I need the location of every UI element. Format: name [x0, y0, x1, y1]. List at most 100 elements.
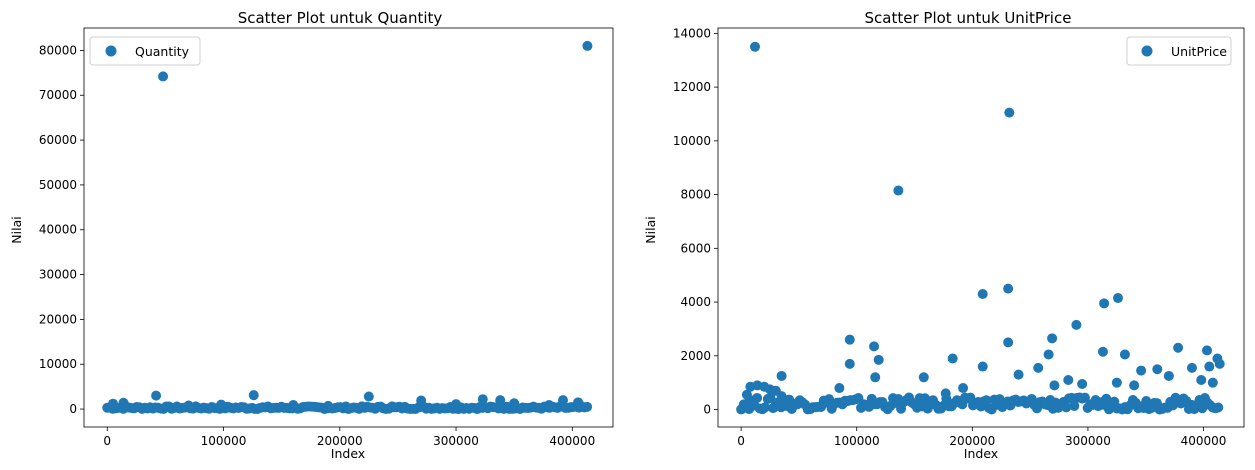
- y-tick-label: 10000: [39, 357, 77, 371]
- data-point: [940, 388, 951, 399]
- data-point: [509, 398, 520, 409]
- legend-frame: [1126, 36, 1232, 66]
- data-point: [1003, 283, 1014, 294]
- legend-frame: [89, 36, 201, 66]
- y-tick-label: 6000: [680, 241, 711, 255]
- x-tick-label: 200000: [317, 434, 363, 448]
- y-axis-label: Nilai: [9, 216, 24, 243]
- data-point: [776, 391, 787, 402]
- data-point: [947, 353, 958, 364]
- data-point: [977, 361, 988, 372]
- data-point: [477, 394, 488, 405]
- y-tick-label: 70000: [39, 88, 77, 102]
- data-point: [1214, 358, 1225, 369]
- y-tick-label: 0: [703, 403, 711, 417]
- data-point: [1061, 402, 1072, 413]
- data-point: [558, 395, 569, 406]
- y-tick-label: 8000: [680, 188, 711, 202]
- data-point: [1173, 342, 1184, 353]
- data-point: [451, 399, 462, 410]
- data-point: [1047, 333, 1058, 344]
- data-point: [1141, 396, 1152, 407]
- x-tick-label: 0: [103, 434, 111, 448]
- y-tick-label: 0: [69, 402, 77, 416]
- data-point: [741, 389, 752, 400]
- legend: Quantity: [89, 36, 201, 66]
- y-tick-label: 80000: [39, 43, 77, 57]
- data-point: [776, 370, 787, 381]
- data-point: [749, 41, 760, 52]
- data-point: [844, 334, 855, 345]
- legend-label: Quantity: [135, 44, 190, 59]
- data-point: [416, 395, 427, 406]
- x-tick-label: 300000: [1065, 434, 1111, 448]
- data-point: [1043, 349, 1054, 360]
- data-point: [1204, 361, 1215, 372]
- data-point: [108, 398, 119, 409]
- data-point: [387, 401, 398, 412]
- data-point: [151, 390, 162, 401]
- y-tick-label: 2000: [680, 349, 711, 363]
- axes-frame: [717, 27, 1245, 428]
- x-tick-label: 100000: [834, 434, 880, 448]
- y-tick-label: 4000: [680, 295, 711, 309]
- legend: UnitPrice: [1126, 36, 1232, 66]
- plot-area: 0 100000 200000 300000 400000 0 10000 20000 3000…: [39, 27, 614, 448]
- y-tick-label: 30000: [39, 268, 77, 282]
- x-tick-label: 100000: [201, 434, 247, 448]
- y-tick-label: 10000: [673, 134, 711, 148]
- data-point: [1079, 392, 1090, 403]
- data-point: [958, 383, 969, 394]
- legend-marker: [105, 45, 117, 57]
- y-tick-label: 20000: [39, 312, 77, 326]
- data-point: [981, 395, 992, 406]
- data-point: [760, 402, 771, 413]
- data-point: [1077, 379, 1088, 390]
- data-point: [495, 395, 506, 406]
- y-tick-label: 40000: [39, 223, 77, 237]
- data-point: [216, 399, 227, 410]
- data-point: [1152, 364, 1163, 375]
- data-point: [1069, 400, 1080, 411]
- data-point: [1099, 298, 1110, 309]
- data-point: [1003, 337, 1014, 348]
- data-point: [1202, 345, 1213, 356]
- data-point: [1004, 107, 1015, 118]
- axes-frame: [83, 27, 614, 428]
- x-axis-label: Index: [964, 446, 998, 461]
- data-point: [893, 185, 904, 196]
- legend-label: UnitPrice: [1171, 44, 1227, 59]
- data-point: [1119, 349, 1130, 360]
- data-point: [582, 40, 593, 51]
- x-tick-label: 400000: [549, 434, 595, 448]
- x-axis-label: Index: [331, 446, 365, 461]
- x-tick-label: 0: [737, 434, 745, 448]
- legend-marker: [1141, 45, 1153, 57]
- data-point: [873, 354, 884, 365]
- data-point: [582, 401, 593, 412]
- data-point: [918, 372, 929, 383]
- data-point: [870, 372, 881, 383]
- chart-title: Scatter Plot untuk UnitPrice: [865, 9, 1072, 27]
- data-point: [1071, 319, 1082, 330]
- x-tick-label: 200000: [949, 434, 995, 448]
- data-point: [1196, 374, 1207, 385]
- data-point: [118, 397, 129, 408]
- y-tick-label: 14000: [673, 26, 711, 40]
- data-point: [1163, 370, 1174, 381]
- data-point: [573, 397, 584, 408]
- quantity-scatter-panel: Scatter Plot untuk Quantity 0 100000 20000…: [9, 9, 614, 461]
- data-point: [977, 289, 988, 299]
- data-point: [323, 400, 334, 411]
- data-point: [1186, 362, 1197, 373]
- data-point: [1049, 380, 1060, 391]
- y-tick-label: 50000: [39, 178, 77, 192]
- x-tick-label: 300000: [433, 434, 479, 448]
- data-point: [1063, 374, 1074, 385]
- data-point: [544, 400, 555, 411]
- y-tick-label: 60000: [39, 133, 77, 147]
- data-point: [158, 71, 169, 82]
- data-point: [1111, 377, 1122, 388]
- data-point: [1213, 402, 1224, 413]
